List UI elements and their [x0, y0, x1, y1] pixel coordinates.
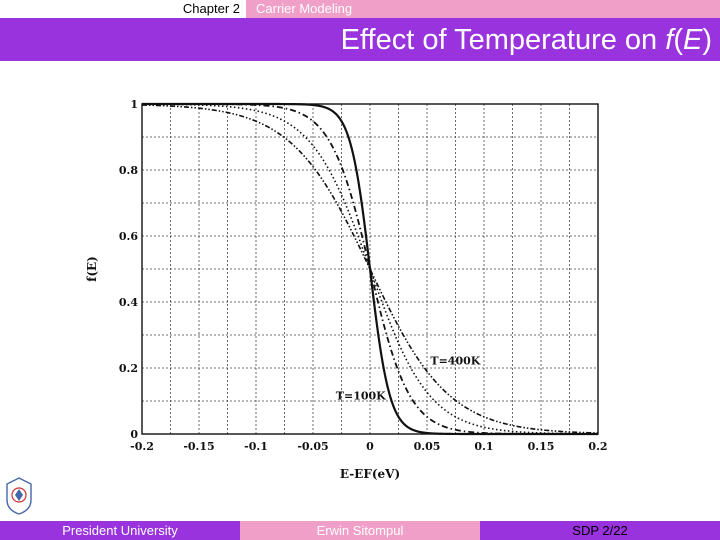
footer-author: Erwin Sitompul [240, 521, 480, 540]
x-tick-label: 0.1 [474, 440, 493, 453]
x-tick-label: 0 [366, 440, 374, 453]
x-tick-label: 0.15 [528, 440, 555, 453]
footer-institution: President University [0, 521, 240, 540]
footer: President University Erwin Sitompul SDP … [0, 521, 720, 540]
x-tick-label: -0.2 [130, 440, 154, 453]
plot-frame [141, 103, 599, 435]
y-tick-label: 0 [130, 428, 138, 441]
x-tick-label: -0.1 [244, 440, 268, 453]
chapter-title-box [246, 0, 720, 18]
slide-title: Effect of Temperature on f(E) [341, 20, 712, 60]
x-tick-label: 0.05 [414, 440, 441, 453]
slide-title-open: ( [673, 24, 683, 56]
x-tick-label: -0.15 [183, 440, 214, 453]
y-tick-label: 0.6 [119, 230, 138, 243]
y-tick-label: 0.2 [119, 362, 138, 375]
slide-title-prefix: Effect of Temperature on [340, 24, 666, 56]
chart-annotation: T=100K [336, 389, 386, 402]
university-seal-icon [6, 477, 32, 515]
chapter-title: Carrier Modeling [256, 1, 353, 16]
footer-page-number: SDP 2/22 [480, 521, 720, 540]
y-tick-label: 0.4 [119, 296, 138, 309]
slide-title-e: E [682, 24, 703, 56]
x-tick-label: -0.05 [297, 440, 328, 453]
series-line-100k [142, 102, 598, 436]
slide-title-close: ) [702, 24, 712, 56]
y-tick-label: 1 [130, 98, 138, 111]
chapter-label: Chapter 2 [182, 1, 240, 16]
x-axis-label: E-EF(eV) [340, 467, 400, 481]
x-tick-label: 0.2 [588, 440, 607, 453]
chart-svg: -0.2 -0.15 -0.1 -0.05 0 0.05 0.1 0.15 0.2 0 0.2 0.4… [85, 98, 608, 481]
slide-title-f: f [665, 24, 674, 56]
y-axis-label: f(E) [85, 256, 99, 282]
y-tick-label: 0.8 [119, 164, 138, 177]
fermi-chart: -0.2 -0.15 -0.1 -0.05 0 0.05 0.1 0.15 0.2 0 0.2 0.4… [80, 88, 620, 488]
title-bar [0, 18, 720, 61]
series-line-300k [141, 103, 599, 435]
chart-annotation: T=400K [430, 355, 480, 368]
header-separator [244, 0, 246, 18]
